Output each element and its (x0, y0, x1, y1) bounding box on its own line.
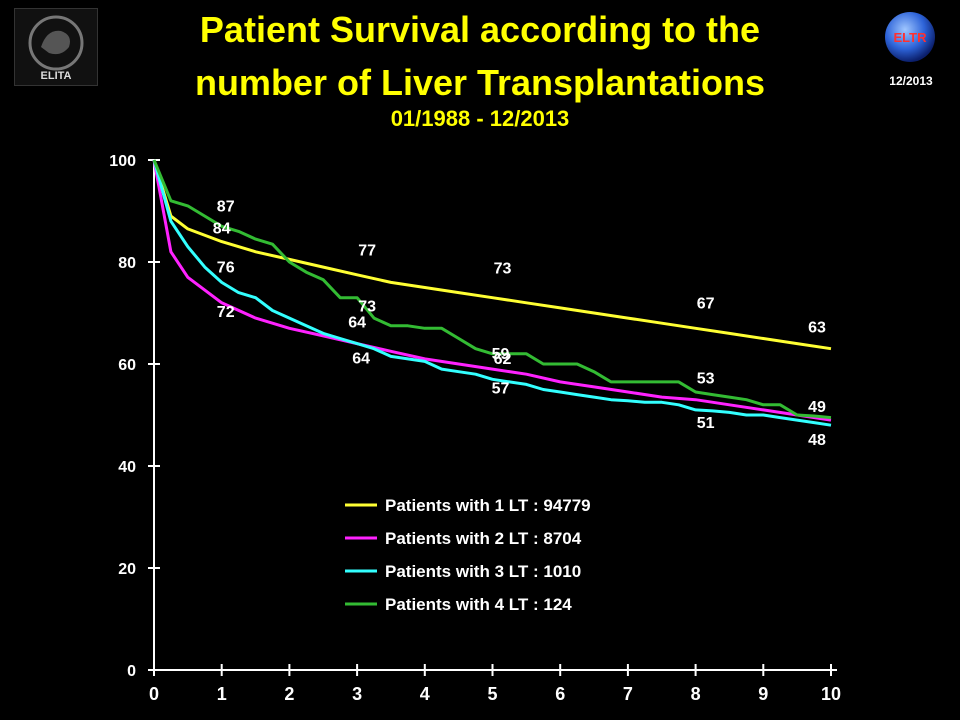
data-label: 49 (808, 399, 826, 416)
data-label: 84 (213, 221, 231, 238)
eltr-globe-logo: ELTR (882, 9, 938, 65)
data-label: 87 (217, 198, 235, 215)
elita-logo-text: ELITA (41, 70, 72, 82)
chart-data-labels: 84 77 73 67 63 72 64 59 49 76 64 57 51 48 87 73 62 53 (213, 198, 826, 449)
y-tick-label: 60 (118, 357, 136, 374)
legend-entry: Patients with 3 LT : 1010 (385, 562, 581, 581)
data-label: 67 (697, 295, 715, 312)
data-label: 57 (492, 380, 510, 397)
chart-subtitle: 01/1988 - 12/2013 (390, 106, 570, 131)
data-label: 76 (217, 259, 235, 276)
data-label: 48 (808, 432, 826, 449)
x-tick-label: 8 (691, 684, 701, 704)
x-tick-label: 3 (352, 684, 362, 704)
x-tick-label: 7 (623, 684, 633, 704)
chart-title-line1: Patient Survival according to the (199, 9, 761, 50)
chart-title-line2: number of Liver Transplantations (194, 62, 766, 103)
x-tick-label: 4 (420, 684, 430, 704)
data-label: 64 (352, 351, 370, 368)
x-tick-label: 2 (284, 684, 294, 704)
data-label: 73 (358, 299, 376, 316)
y-tick-label: 100 (109, 153, 136, 170)
data-label: 73 (494, 261, 512, 278)
x-tick-label: 5 (487, 684, 497, 704)
y-tick-label: 40 (118, 459, 136, 476)
data-label: 72 (217, 304, 235, 321)
series-line-4lt (152, 159, 832, 420)
x-tick-label: 6 (555, 684, 565, 704)
elita-logo: ELITA (14, 8, 98, 86)
data-label: 59 (492, 346, 510, 363)
series-line-3lt (152, 159, 832, 427)
data-label: 63 (808, 320, 826, 337)
data-label: 53 (697, 371, 715, 388)
chart-legend: Patients with 1 LT : 94779 Patients with … (345, 496, 591, 614)
series-line-1lt (152, 159, 832, 351)
chart-series-layer (152, 159, 832, 427)
date-badge: 12/2013 (889, 74, 933, 88)
y-tick-label: 0 (127, 663, 136, 680)
legend-entry: Patients with 2 LT : 8704 (385, 529, 582, 548)
y-tick-label: 80 (118, 255, 136, 272)
eltr-logo-text: ELTR (894, 30, 928, 45)
x-tick-label: 0 (149, 684, 159, 704)
legend-entry: Patients with 4 LT : 124 (385, 595, 572, 614)
y-tick-label: 20 (118, 561, 136, 578)
data-label: 77 (358, 242, 376, 259)
series-line-2lt (152, 159, 832, 422)
x-tick-label: 9 (758, 684, 768, 704)
x-tick-label: 1 (217, 684, 227, 704)
legend-entry: Patients with 1 LT : 94779 (385, 496, 591, 515)
x-tick-label: 10 (821, 684, 841, 704)
data-label: 62 (494, 351, 512, 368)
data-label: 64 (348, 315, 366, 332)
data-label: 51 (697, 415, 715, 432)
